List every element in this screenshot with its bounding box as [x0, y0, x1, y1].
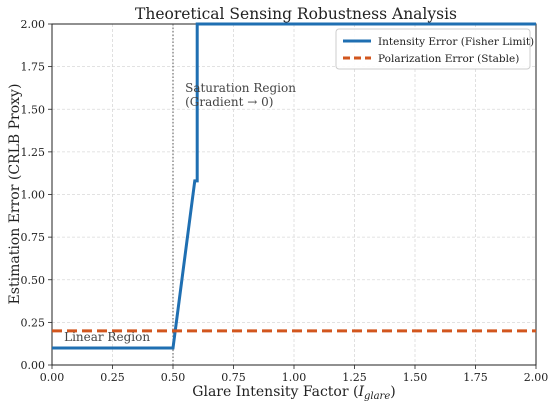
- x-tick-label: 1.00: [282, 371, 307, 384]
- y-tick-label: 2.00: [21, 18, 46, 31]
- annotation-text: Saturation Region: [185, 81, 296, 95]
- legend: Intensity Error (Fisher Limit) Polarizati…: [335, 28, 534, 70]
- legend-box: [335, 28, 531, 70]
- annotation-text: Linear Region: [64, 330, 150, 344]
- y-tick-label: 0.75: [21, 231, 46, 244]
- annotation-text: (Gradient → 0): [185, 95, 273, 109]
- chart-title: Theoretical Sensing Robustness Analysis: [135, 5, 457, 23]
- x-tick-label: 2.00: [524, 371, 549, 384]
- grid: [51, 23, 537, 366]
- x-tick-label: 1.25: [342, 371, 367, 384]
- y-tick-label: 0.00: [21, 359, 46, 372]
- legend-entry: Polarization Error (Stable): [378, 53, 519, 65]
- y-tick-label: 1.75: [21, 61, 46, 74]
- x-tick-label: 0.25: [100, 371, 125, 384]
- y-tick-label: 1.25: [21, 146, 46, 159]
- x-tick-label: 1.75: [463, 371, 488, 384]
- x-axis-label: Glare Intensity Factor (Iglare): [192, 384, 395, 402]
- y-tick-label: 1.50: [21, 103, 46, 116]
- series-layer: [52, 22, 536, 365]
- annotations: Linear Region Saturation Region(Gradient …: [64, 81, 296, 344]
- series-line-1: [52, 22, 536, 350]
- x-tick-label: 0.75: [221, 371, 246, 384]
- axes: 0.00 0.25 0.50 0.75 1.00 1.25 1.50 1.75 2.00 0.00…: [21, 18, 549, 384]
- x-tick-label: 0.00: [40, 371, 65, 384]
- legend-entry: Intensity Error (Fisher Limit): [378, 36, 534, 48]
- x-tick-label: 0.50: [161, 371, 186, 384]
- y-axis-label: Estimation Error (CRLB Proxy): [7, 84, 23, 305]
- y-tick-label: 1.00: [21, 189, 46, 202]
- x-tick-label: 1.50: [403, 371, 428, 384]
- y-tick-label: 0.50: [21, 274, 46, 287]
- y-tick-label: 0.25: [21, 316, 46, 329]
